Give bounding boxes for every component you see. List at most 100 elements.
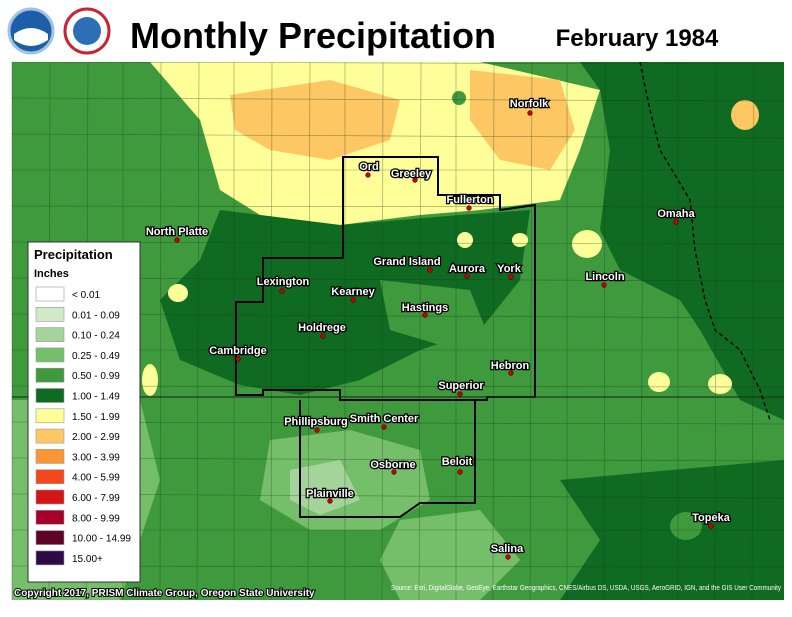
region-boundary <box>299 400 476 518</box>
city-dot <box>320 333 326 339</box>
county-line <box>381 61 384 601</box>
city-label: Plainville <box>306 488 354 500</box>
region <box>470 70 575 170</box>
legend-label: 1.00 - 1.49 <box>72 392 120 403</box>
legend-swatch <box>35 286 65 302</box>
legend-label: 10.00 - 14.99 <box>72 534 131 545</box>
city-label: Superior <box>438 380 484 392</box>
county-line <box>640 61 644 601</box>
legend-swatch <box>35 388 65 403</box>
city-dot <box>466 205 472 211</box>
city-dot <box>314 427 320 433</box>
city-dot <box>673 219 679 225</box>
city-dot <box>381 424 387 430</box>
source: Source: Esri, DigitalGlobe, GeoEye, Eart… <box>391 583 781 592</box>
county-line <box>196 61 200 601</box>
legend-label: 0.25 - 0.49 <box>72 351 120 362</box>
nws-logo-inner <box>73 17 101 45</box>
city-dot <box>505 554 511 560</box>
county-line <box>307 61 311 601</box>
city-dot <box>279 288 285 294</box>
county-line <box>11 493 785 499</box>
city-layer: North Platte Ord Greeley Fullerton Norfolk Om… <box>145 97 732 560</box>
region <box>230 80 400 160</box>
city-dot <box>508 274 514 280</box>
copyright: Copyright 2017, PRISM Climate Group, Ore… <box>14 588 315 599</box>
city-dot <box>457 391 463 397</box>
city-label: Hastings <box>402 302 448 314</box>
county-line <box>11 205 785 208</box>
county-line <box>751 61 755 601</box>
legend-swatch <box>35 367 65 383</box>
county-line <box>11 241 785 245</box>
city-label: Phillipsburg <box>284 416 348 428</box>
legend-swatch <box>35 449 65 464</box>
city-label: Osborne <box>370 459 415 471</box>
city-label: Fullerton <box>446 194 493 206</box>
legend-label: 6.00 - 7.99 <box>72 493 120 504</box>
city-label: Kearney <box>331 286 375 298</box>
city-dot <box>391 469 397 475</box>
region <box>580 62 784 420</box>
header-bg <box>0 0 792 62</box>
legend-swatch <box>35 509 65 525</box>
city-dot <box>457 469 463 475</box>
city-label: Ord <box>359 161 379 173</box>
city-label: Hebron <box>491 360 530 372</box>
county-line <box>529 61 533 601</box>
city-label: York <box>497 263 522 275</box>
county-line <box>11 457 785 462</box>
legend-swatch <box>35 469 65 485</box>
county-line <box>603 61 606 601</box>
region <box>380 280 490 345</box>
county-line <box>11 385 785 388</box>
city-label: Grand Island <box>373 256 440 268</box>
city-dot <box>412 177 418 183</box>
legend-label: < 0.01 <box>72 290 101 301</box>
county-line <box>11 565 785 568</box>
legend-label: 8.00 - 9.99 <box>72 513 120 524</box>
city-label: Greeley <box>391 168 432 180</box>
city-dot <box>427 267 433 273</box>
legend-swatch <box>35 550 65 566</box>
region <box>340 170 500 215</box>
legend-swatch <box>35 306 65 322</box>
city-label: Lincoln <box>585 271 624 283</box>
legend-swatch <box>35 530 65 545</box>
legend-label: 0.10 - 0.24 <box>72 331 120 342</box>
legend-label: 1.50 - 1.99 <box>72 412 120 423</box>
legend-items: < 0.01 0.01 - 0.09 0.10 - 0.24 0.25 - 0.49 0… <box>35 286 131 566</box>
legend-swatch <box>35 489 65 505</box>
map-area <box>11 61 785 601</box>
legend-label: 2.00 - 2.99 <box>72 432 120 443</box>
city-label: Salina <box>491 543 524 555</box>
city-dot <box>464 273 470 279</box>
city-dot <box>235 356 241 362</box>
city-label: Holdrege <box>298 322 346 334</box>
region-boundary <box>235 156 536 401</box>
county-line <box>11 133 785 139</box>
county-line <box>159 61 162 601</box>
noaa-logo-wave <box>14 28 48 46</box>
legend-swatch <box>35 408 65 424</box>
region <box>12 62 250 260</box>
county-line <box>11 61 785 65</box>
city-dot <box>422 312 428 318</box>
region <box>380 510 520 600</box>
city-dot <box>327 498 333 504</box>
city-label: Aurora <box>449 263 486 275</box>
county-line <box>11 313 785 319</box>
county-line <box>11 421 785 425</box>
city-label: Smith Center <box>350 413 419 425</box>
legend-title: Precipitation <box>34 247 113 262</box>
city-dot <box>601 282 607 288</box>
city-label: Omaha <box>657 208 695 220</box>
city-dot <box>708 523 714 529</box>
legend-swatch <box>35 428 65 444</box>
city-dot <box>174 237 180 243</box>
region <box>290 460 360 515</box>
legend-label: 0.01 - 0.09 <box>72 310 120 321</box>
county-line <box>11 97 785 102</box>
city-label: Topeka <box>692 512 731 524</box>
